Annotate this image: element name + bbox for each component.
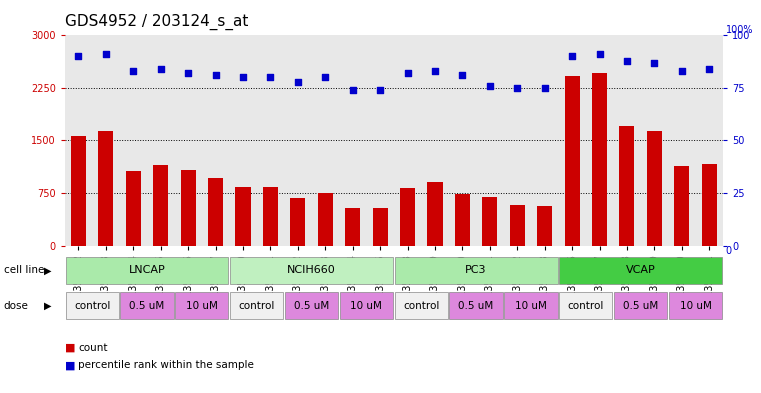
Bar [290, 198, 305, 246]
Bar [98, 131, 113, 246]
Bar [400, 188, 415, 246]
Bar [428, 182, 442, 246]
Bar [230, 257, 393, 284]
Text: NCIH660: NCIH660 [287, 265, 336, 275]
Text: percentile rank within the sample: percentile rank within the sample [78, 360, 254, 371]
Text: 10 uM: 10 uM [680, 301, 712, 310]
Point [511, 85, 524, 91]
Bar [482, 196, 498, 246]
Point [566, 53, 578, 59]
Text: 100%: 100% [726, 26, 753, 35]
Point [127, 68, 139, 74]
Bar [373, 208, 387, 246]
Text: 0: 0 [726, 246, 732, 255]
Bar [180, 170, 196, 246]
Text: PC3: PC3 [465, 265, 487, 275]
Point [703, 66, 715, 72]
Bar [395, 257, 558, 284]
Text: ▶: ▶ [44, 265, 52, 275]
Point [154, 66, 167, 72]
Text: 0.5 uM: 0.5 uM [623, 301, 658, 310]
Bar [120, 292, 174, 319]
Point [264, 74, 276, 81]
Point [237, 74, 249, 81]
Text: control: control [403, 301, 439, 310]
Point [457, 72, 469, 79]
Text: 10 uM: 10 uM [186, 301, 218, 310]
Bar [455, 194, 470, 246]
Bar [505, 292, 558, 319]
Bar [702, 163, 717, 246]
Text: ▶: ▶ [44, 301, 52, 311]
Point [594, 51, 606, 57]
Bar [345, 208, 360, 246]
Point [346, 87, 358, 93]
Text: 10 uM: 10 uM [351, 301, 382, 310]
Bar [65, 292, 119, 319]
Text: control: control [238, 301, 275, 310]
Bar [153, 165, 168, 246]
Bar [592, 73, 607, 246]
Text: control: control [568, 301, 604, 310]
Bar [175, 292, 228, 319]
Text: LNCAP: LNCAP [129, 265, 165, 275]
Point [182, 70, 194, 76]
Bar [71, 136, 86, 246]
Point [209, 72, 221, 79]
Text: VCAP: VCAP [626, 265, 655, 275]
Bar [395, 292, 448, 319]
Point [539, 85, 551, 91]
Bar [510, 205, 525, 246]
Point [621, 57, 633, 64]
Bar [674, 166, 689, 246]
Bar [559, 292, 613, 319]
Bar [230, 292, 283, 319]
Point [291, 79, 304, 85]
Text: 0.5 uM: 0.5 uM [129, 301, 164, 310]
Bar [235, 187, 250, 246]
Point [429, 68, 441, 74]
Point [100, 51, 112, 57]
Bar [285, 292, 338, 319]
Text: count: count [78, 343, 108, 353]
Text: control: control [74, 301, 110, 310]
Bar [65, 257, 228, 284]
Bar [614, 292, 667, 319]
Bar [339, 292, 393, 319]
Point [72, 53, 84, 59]
Text: 10 uM: 10 uM [515, 301, 547, 310]
Bar [208, 178, 223, 246]
Point [374, 87, 386, 93]
Point [402, 70, 414, 76]
Bar [450, 292, 503, 319]
Point [648, 60, 661, 66]
Point [676, 68, 688, 74]
Bar [126, 171, 141, 246]
Text: 0.5 uM: 0.5 uM [458, 301, 494, 310]
Text: ■: ■ [65, 343, 75, 353]
Text: dose: dose [4, 301, 29, 311]
Text: 0.5 uM: 0.5 uM [294, 301, 330, 310]
Text: ■: ■ [65, 360, 75, 371]
Bar [669, 292, 722, 319]
Text: GDS4952 / 203124_s_at: GDS4952 / 203124_s_at [65, 14, 248, 30]
Bar [647, 131, 662, 246]
Bar [559, 257, 722, 284]
Point [484, 83, 496, 89]
Bar [537, 206, 552, 246]
Bar [317, 193, 333, 246]
Text: cell line: cell line [4, 265, 44, 275]
Bar [263, 187, 278, 246]
Bar [565, 76, 580, 246]
Bar [619, 127, 635, 246]
Point [319, 74, 331, 81]
